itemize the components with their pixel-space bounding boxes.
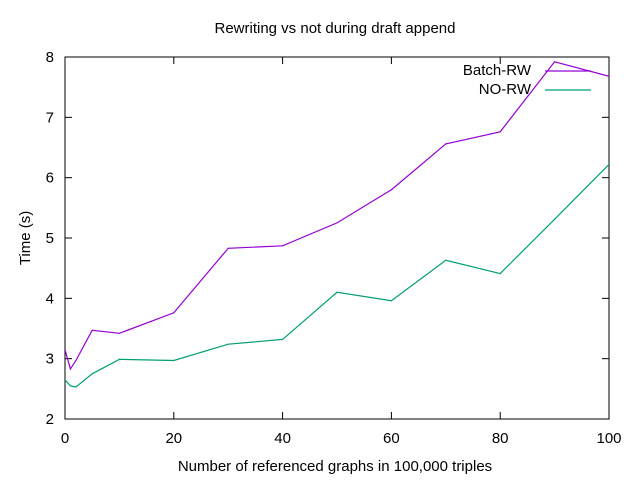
plot-area: 0 20 40 60 80 100 2 3 4 5 6 7 8 [46,49,622,447]
data-point [91,373,93,375]
data-point [227,343,229,345]
data-point [69,368,72,370]
legend-label: Batch-RW [463,62,532,79]
data-point [227,247,229,249]
data-point [282,245,284,247]
data-point [336,291,338,293]
data-point [499,272,501,275]
x-tick-label: 20 [165,430,182,447]
data-point [445,143,447,145]
x-tick-label: 0 [61,430,69,447]
plot-border [64,56,610,420]
x-tick-label: 40 [274,430,291,447]
data-point [390,189,392,191]
data-point [608,75,609,77]
data-point [336,222,338,224]
x-tick-label: 100 [596,430,621,447]
y-tick-label: 2 [46,411,54,428]
x-tick-label: 60 [383,430,400,447]
data-point [118,358,120,360]
data-point [554,61,556,63]
data-point [69,385,72,387]
chart-title: Rewriting vs not during draft append [215,20,456,37]
x-tick-label: 80 [492,430,509,447]
y-tick-label: 4 [46,290,54,307]
y-axis-label: Time (s) [17,211,34,265]
legend: Batch-RW NO-RW [463,62,591,98]
series-line-no-rw [65,163,609,388]
x-axis-label: Number of referenced graphs in 100,000 t… [178,458,492,475]
data-point [75,386,77,388]
data-point [75,359,77,362]
y-tick-label: 7 [46,109,54,126]
data-point [65,379,66,381]
y-tick-label: 6 [46,170,54,187]
data-point [173,359,175,362]
data-point [65,349,66,351]
data-point [118,332,120,334]
data-point [608,163,609,165]
data-point [282,338,284,340]
data-point [390,300,392,302]
y-tick-label: 5 [46,230,54,247]
data-point [554,218,556,220]
data-point [499,131,501,133]
y-tick-label: 3 [46,351,54,368]
legend-label: NO-RW [479,81,532,98]
y-tick-label: 8 [46,49,54,66]
series-line-batch-rw [65,61,609,371]
data-point [445,259,447,261]
data-point [173,312,175,314]
data-point [91,329,93,331]
